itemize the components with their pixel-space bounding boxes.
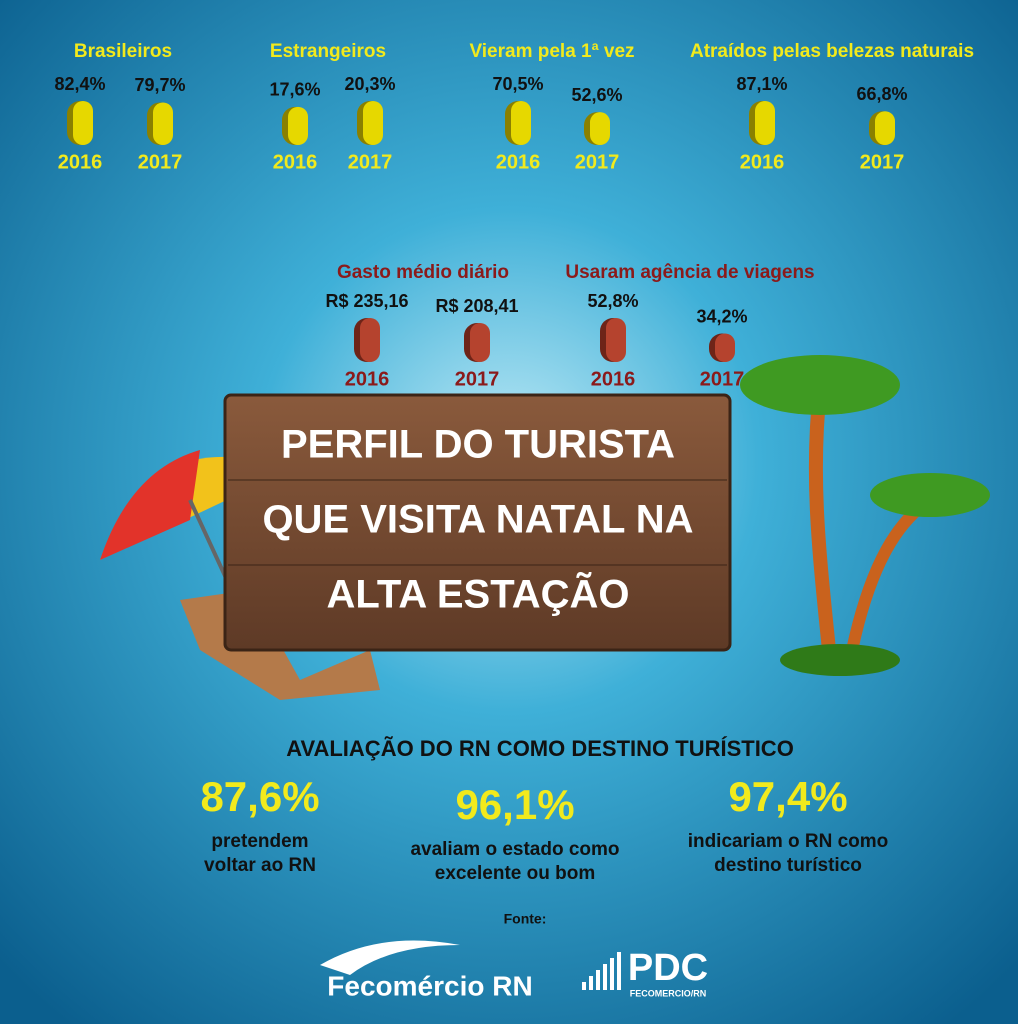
year-label: 2017 — [700, 368, 745, 390]
stat-text: destino turístico — [714, 855, 862, 876]
value-label: 82,4% — [54, 74, 105, 94]
sign-text: PERFIL DO TURISTA QUE VISITA NATAL NA ALTA… — [262, 423, 693, 617]
cylinder-face — [470, 323, 490, 362]
cylinder-face — [606, 318, 626, 362]
year-label: 2017 — [575, 151, 620, 173]
sign-line: QUE VISITA NATAL NA — [262, 498, 693, 542]
value-label: 17,6% — [269, 80, 320, 100]
year-label: 2016 — [496, 151, 541, 173]
stat-value: 87,6% — [200, 773, 319, 820]
stat-text: avaliam o estado como — [410, 839, 619, 860]
value-label: R$ 208,41 — [435, 296, 518, 316]
cylinder-face — [875, 111, 895, 145]
cylinder-face — [590, 112, 610, 145]
value-label: 34,2% — [696, 306, 747, 326]
year-label: 2016 — [273, 151, 318, 173]
value-label: 20,3% — [344, 74, 395, 94]
value-label: 79,7% — [134, 75, 185, 95]
pdc-bar — [603, 964, 607, 990]
cylinder-face — [288, 106, 308, 145]
value-label: 52,8% — [587, 291, 638, 311]
stat-text: indicariam o RN como — [688, 831, 889, 852]
pdc-bar — [596, 970, 600, 990]
value-label: 87,1% — [736, 74, 787, 94]
evaluation: AVALIAÇÃO DO RN COMO DESTINO TURÍSTICO 87… — [200, 736, 888, 884]
pdc-bar — [589, 976, 593, 990]
value-label: R$ 235,16 — [325, 291, 408, 311]
cylinder-face — [363, 101, 383, 145]
stat-value: 97,4% — [728, 773, 847, 820]
wood-sign — [223, 393, 732, 652]
year-label: 2017 — [348, 151, 393, 173]
group-title: Gasto médio diário — [337, 262, 509, 283]
year-label: 2016 — [591, 368, 636, 390]
year-label: 2017 — [860, 151, 905, 173]
year-label: 2017 — [455, 368, 500, 390]
group-title: Estrangeiros — [270, 41, 386, 62]
group-title: Brasileiros — [74, 41, 172, 62]
evaluation-title: AVALIAÇÃO DO RN COMO DESTINO TURÍSTICO — [286, 736, 794, 761]
stat-text: pretendem — [211, 831, 308, 852]
cylinder-face — [511, 101, 531, 145]
group-title: Vieram pela 1ª vez — [469, 41, 634, 62]
cylinder-face — [153, 102, 173, 145]
year-label: 2016 — [740, 151, 785, 173]
year-label: 2017 — [138, 151, 183, 173]
sign-line: ALTA ESTAÇÃO — [327, 571, 630, 617]
pdc-bar — [582, 982, 586, 990]
year-label: 2016 — [345, 368, 390, 390]
stat-value: 96,1% — [455, 781, 574, 828]
sign-line: PERFIL DO TURISTA — [281, 423, 675, 467]
pdc-bar — [610, 958, 614, 990]
stat-text: excelente ou bom — [435, 863, 596, 884]
cylinder-face — [755, 101, 775, 145]
logo: Fecomércio RN — [327, 970, 532, 1001]
value-label: 70,5% — [492, 74, 543, 94]
value-label: 52,6% — [571, 85, 622, 105]
group-title: Atraídos pelas belezas naturais — [690, 41, 974, 62]
cylinder-face — [715, 333, 735, 362]
cylinder-face — [73, 101, 93, 145]
group-title: Usaram agência de viagens — [565, 262, 814, 283]
logo-sub: FECOMERCIO/RN — [630, 988, 707, 998]
palm-tree — [740, 355, 990, 676]
fecomercio-icon — [320, 940, 460, 975]
value-label: 66,8% — [856, 84, 907, 104]
year-label: 2016 — [58, 151, 103, 173]
stat-groups: Brasileiros 82,4% 2016 79,7% 2017 Estrangeiro… — [54, 41, 974, 390]
cylinder-face — [360, 318, 380, 362]
stat-text: voltar ao RN — [204, 855, 316, 876]
source-label: Fonte: — [504, 911, 547, 927]
logo: PDC — [628, 947, 708, 989]
pdc-bar — [617, 952, 621, 990]
